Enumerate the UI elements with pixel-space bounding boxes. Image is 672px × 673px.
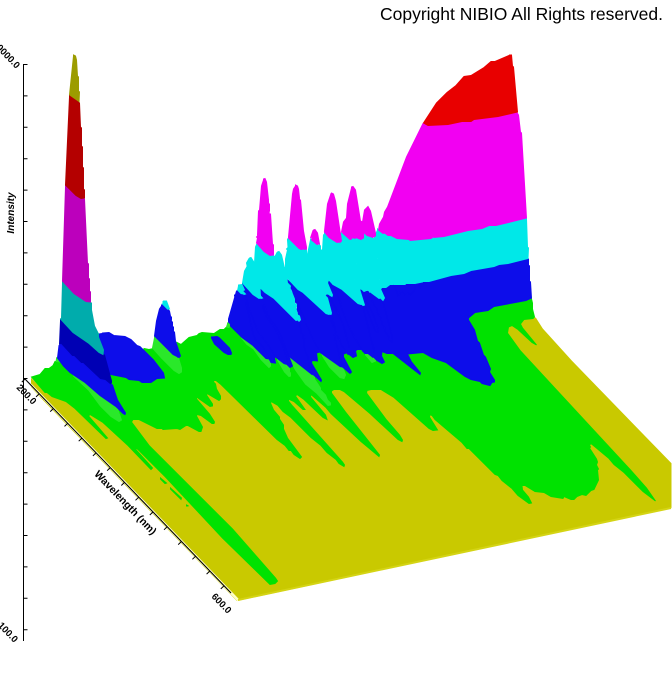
svg-text:Copyright NIBIO All Rights res: Copyright NIBIO All Rights reserved. — [380, 4, 663, 24]
svg-text:Intensity: Intensity — [6, 192, 17, 234]
